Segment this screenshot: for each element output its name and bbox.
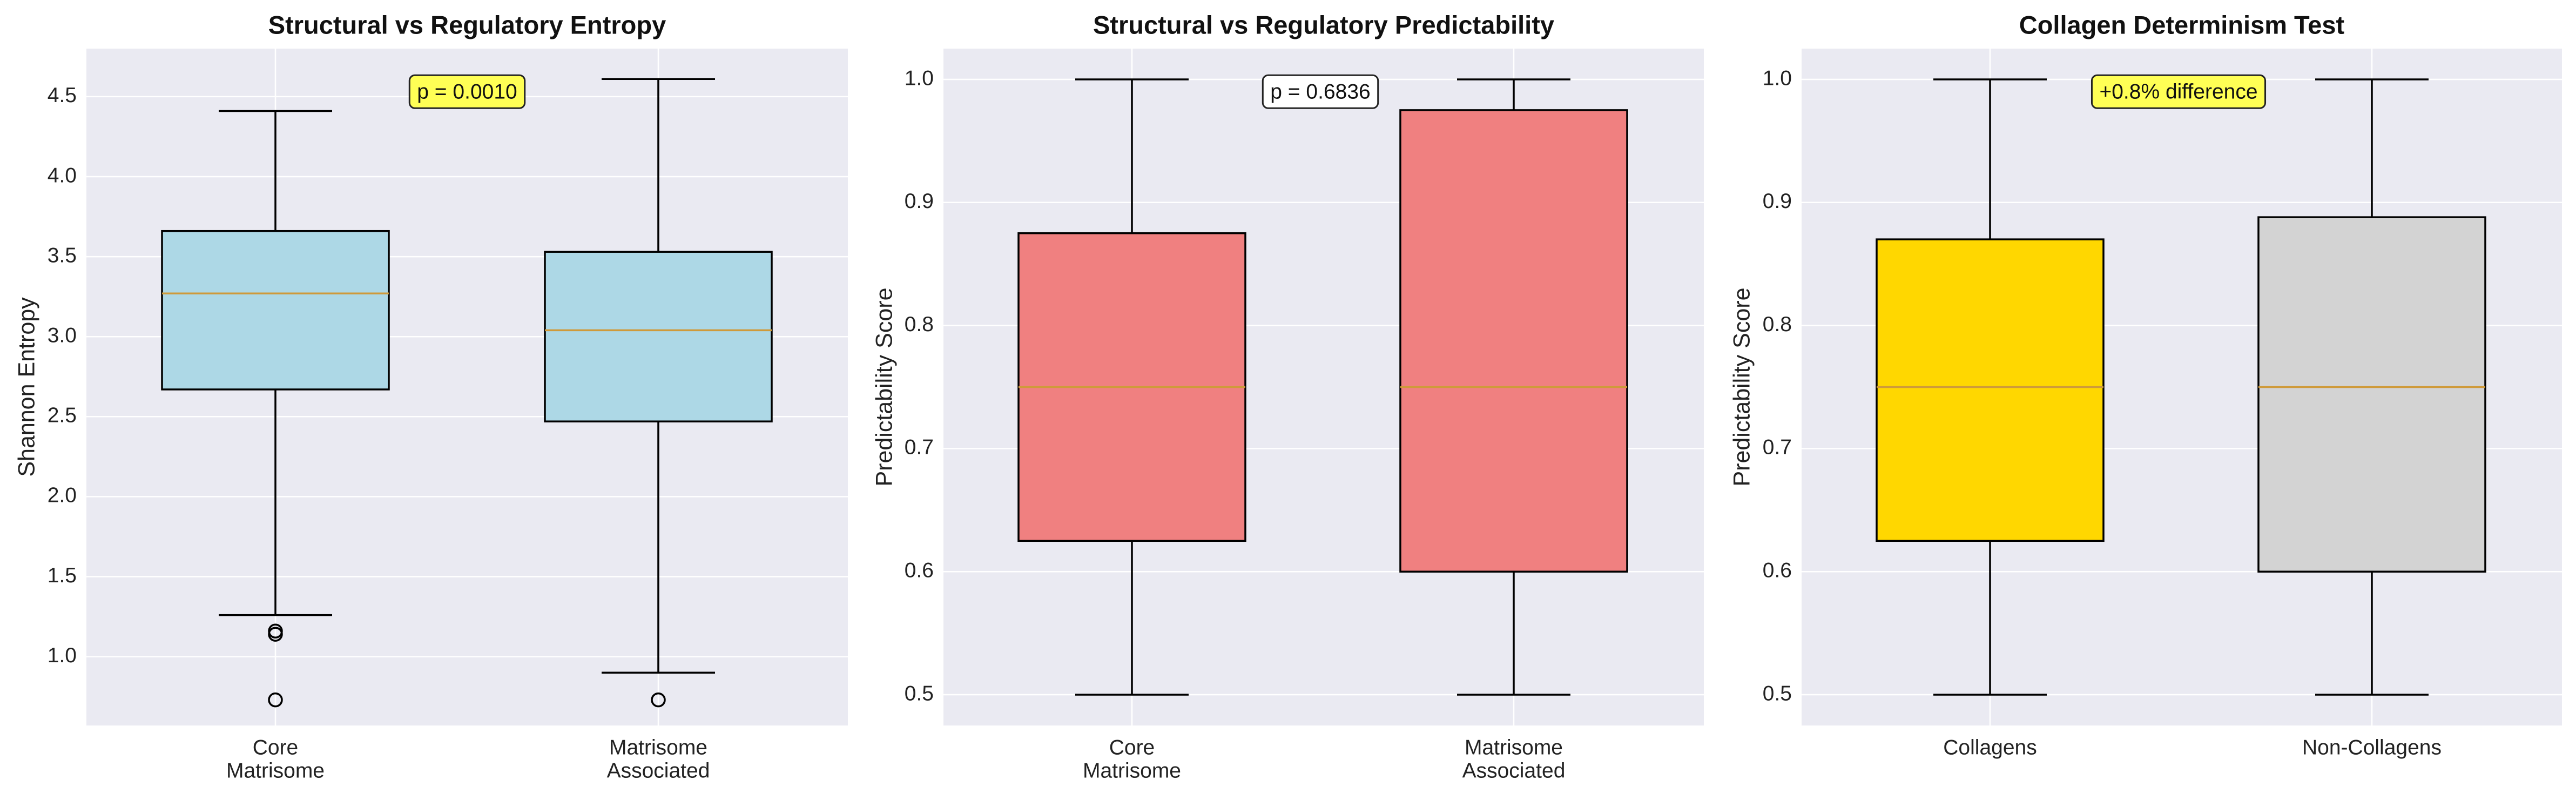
y-tick-label: 0.6 xyxy=(1763,559,1792,582)
annotation-background xyxy=(408,74,526,109)
y-tick-label: 3.5 xyxy=(48,244,77,267)
annotation-box: +0.8% difference xyxy=(2091,74,2267,109)
chart-title: Structural vs Regulatory Predictability xyxy=(1093,10,1554,39)
x-tick-label: Collagens xyxy=(1943,736,2036,759)
chart-title: Collagen Determinism Test xyxy=(2019,10,2345,39)
chart-panel-1: 1.01.52.02.53.03.54.04.5CoreMatrisomeMat… xyxy=(14,10,848,782)
y-axis-label: Predictability Score xyxy=(1729,287,1755,486)
y-tick-label: 0.8 xyxy=(905,313,934,336)
chart-title: Structural vs Regulatory Entropy xyxy=(268,10,666,39)
box-iqr xyxy=(1876,238,2105,542)
y-tick-label: 4.5 xyxy=(48,84,77,107)
annotation-text: +0.8% difference xyxy=(2099,80,2257,103)
y-tick-label: 4.0 xyxy=(48,164,77,187)
annotation-box: p = 0.0010 xyxy=(408,74,526,109)
box-1 xyxy=(1017,78,1246,696)
x-tick-label: Matrisome xyxy=(1465,736,1563,759)
box-2 xyxy=(1399,78,1628,696)
outlier-point xyxy=(268,692,283,708)
box-2 xyxy=(544,78,773,708)
y-tick-label: 0.6 xyxy=(905,559,934,582)
annotation-box: p = 0.6836 xyxy=(1262,74,1379,109)
x-tick-label: Core xyxy=(253,736,299,759)
y-tick-label: 0.5 xyxy=(905,682,934,705)
annotation-background xyxy=(2091,74,2267,109)
y-tick-label: 0.9 xyxy=(1763,190,1792,213)
chart-panel-3: 0.5 0.6 0.7 0.8 0.9 1.0 Collagens Non-Collagens… xyxy=(1729,10,2562,759)
x-tick-label: Matrisome xyxy=(226,759,325,782)
y-axis-label: Predictability Score xyxy=(871,287,897,486)
box-1 xyxy=(1876,78,2105,696)
outlier-point xyxy=(651,692,666,708)
box-iqr xyxy=(2257,216,2486,573)
y-tick-label: 1.5 xyxy=(48,564,77,587)
y-tick-label: 3.0 xyxy=(48,324,77,347)
box-1 xyxy=(161,110,390,708)
x-tick-label: Matrisome xyxy=(609,736,707,759)
y-tick-label: 1.0 xyxy=(1763,66,1792,90)
x-tick-label: Associated xyxy=(1462,759,1566,782)
y-tick-label: 0.7 xyxy=(1763,436,1792,459)
y-tick-label: 1.0 xyxy=(905,66,934,90)
box-iqr xyxy=(1399,109,1628,573)
x-tick-label: Matrisome xyxy=(1083,759,1181,782)
chart-panel-2: 0.50.60.70.80.91.0CoreMatrisomeMatrisome… xyxy=(871,10,1704,782)
annotation-background xyxy=(1262,74,1379,109)
y-tick-label: 1.0 xyxy=(48,644,77,667)
y-tick-label: 2.0 xyxy=(48,484,77,507)
outlier-point xyxy=(268,623,283,639)
box-2 xyxy=(2257,78,2486,696)
x-tick-label: Non-Collagens xyxy=(2302,736,2442,759)
annotation-text: p = 0.6836 xyxy=(1270,80,1370,103)
x-tick-label: Associated xyxy=(607,759,710,782)
annotation-text: p = 0.0010 xyxy=(417,80,517,103)
y-tick-label: 0.9 xyxy=(905,190,934,213)
box-iqr xyxy=(161,230,390,391)
x-tick-label: Core xyxy=(1109,736,1155,759)
y-tick-label: 0.7 xyxy=(905,436,934,459)
y-tick-label: 2.5 xyxy=(48,404,77,427)
y-tick-label: 0.8 xyxy=(1763,313,1792,336)
y-tick-label: 0.5 xyxy=(1763,682,1792,705)
y-axis-label: Shannon Entropy xyxy=(14,297,39,477)
box-iqr xyxy=(544,251,773,422)
